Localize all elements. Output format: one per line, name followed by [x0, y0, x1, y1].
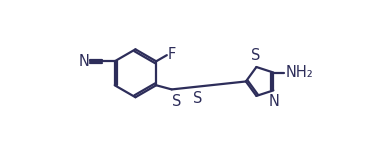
Text: N: N — [78, 54, 89, 69]
Text: S: S — [172, 94, 182, 109]
Text: NH₂: NH₂ — [286, 65, 313, 80]
Text: S: S — [193, 91, 202, 106]
Text: S: S — [252, 48, 261, 63]
Text: N: N — [269, 94, 280, 109]
Text: F: F — [168, 47, 176, 62]
